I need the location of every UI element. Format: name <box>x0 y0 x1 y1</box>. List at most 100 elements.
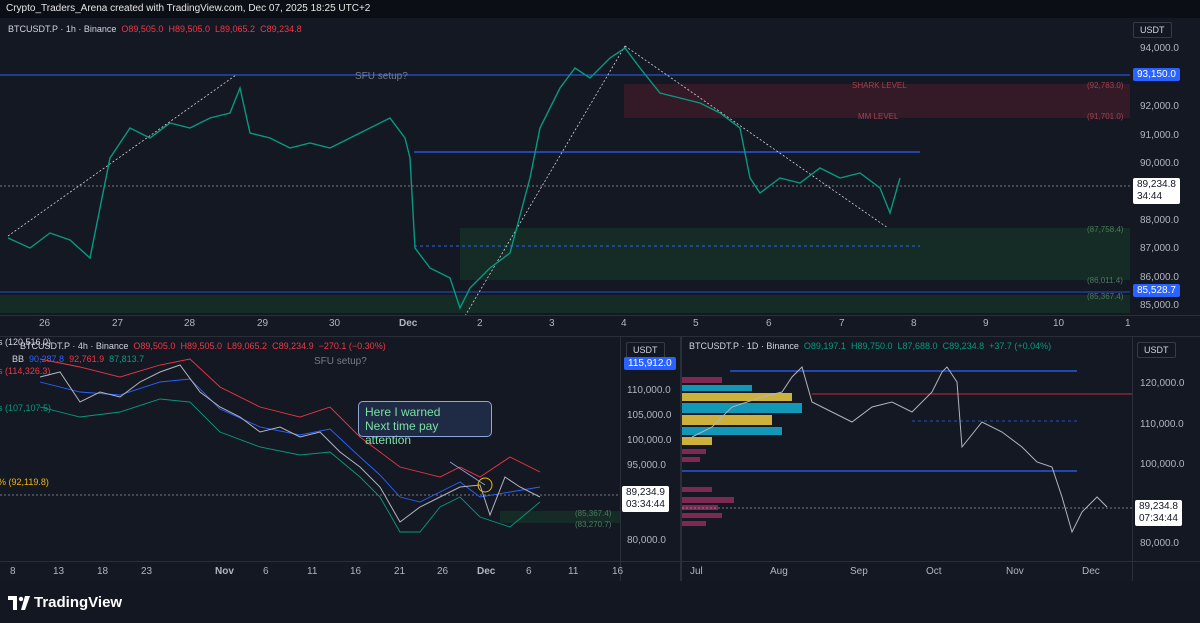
left-x-tick: 18 <box>97 566 109 577</box>
left-x-tick: 21 <box>394 566 406 577</box>
bb-legend: BB 90,287.8 92,761.9 87,813.7 <box>12 354 145 364</box>
left-badge-current: 89,234.9 03:34:44 <box>622 486 669 512</box>
level-label-87758: (87,758.4) <box>1087 225 1124 234</box>
left-label: s (120,516.0) <box>0 337 52 347</box>
right-price-tick: 100,000.0 <box>1140 459 1185 470</box>
top-price-tick: 88,000.0 <box>1140 215 1179 226</box>
left-chart-panel[interactable]: BTCUSDT.P · 4h · Binance O89,505.0 H89,5… <box>0 337 680 581</box>
left-price-path <box>39 364 541 523</box>
top-x-tick: 30 <box>329 318 341 329</box>
left-badge-top: 115,912.0 <box>624 357 676 370</box>
left-x-tick: 16 <box>350 566 362 577</box>
left-x-tick: 11 <box>568 566 579 577</box>
volume-profile <box>682 377 802 526</box>
top-x-tick: 4 <box>621 318 627 329</box>
tradingview-logo-text: TradingView <box>34 594 123 611</box>
level-label-91701: (91,701.0) <box>1087 112 1124 121</box>
left-sfu-annotation: SFU setup? <box>314 356 367 367</box>
top-price-tick: 90,000.0 <box>1140 158 1179 169</box>
lower-demand-zone <box>0 295 1130 313</box>
mm-level-label: MM LEVEL <box>858 112 899 121</box>
tradingview-logo[interactable]: TradingView <box>8 594 122 611</box>
left-label: s (107,107.5) <box>0 403 52 413</box>
left-chart-legend: BTCUSDT.P · 4h · Binance O89,505.0 H89,5… <box>20 341 386 351</box>
bb-upper <box>39 358 541 478</box>
left-x-tick: 13 <box>53 566 65 577</box>
right-chart-canvas[interactable] <box>682 337 1132 561</box>
right-x-tick: Aug <box>770 566 788 577</box>
left-x-tick: 11 <box>307 566 318 577</box>
vertical-separator <box>680 337 682 581</box>
demand-zone <box>460 228 1130 280</box>
left-x-tick: 16 <box>612 566 624 577</box>
bb-basis <box>39 378 541 503</box>
top-currency-badge[interactable]: USDT <box>1133 22 1172 38</box>
right-chart-panel[interactable]: BTCUSDT.P · 1D · Binance O89,197.1 H89,7… <box>682 337 1200 581</box>
top-sfu-annotation: SFU setup? <box>355 71 408 82</box>
level-label-92783: (92,783.0) <box>1087 81 1124 90</box>
left-price-tick: 80,000.0 <box>627 535 666 546</box>
tradingview-logo-icon <box>8 595 30 610</box>
trendline-3 <box>624 45 889 229</box>
left-price-tick: 110,000.0 <box>627 385 671 396</box>
left-demand-zone <box>500 511 620 523</box>
right-x-tick: Dec <box>1082 566 1100 577</box>
top-price-tick: 91,000.0 <box>1140 130 1179 141</box>
top-time-axis-border <box>0 315 1200 316</box>
left-x-tick: 8 <box>10 566 16 577</box>
attribution-text: Crypto_Traders_Arena created with Tradin… <box>6 3 371 14</box>
right-price-tick: 80,000.0 <box>1140 538 1179 549</box>
left-x-tick: 6 <box>526 566 532 577</box>
left-price-axis-border <box>620 337 621 581</box>
top-chart-canvas[interactable] <box>0 18 1130 316</box>
right-chart-legend: BTCUSDT.P · 1D · Binance O89,197.1 H89,7… <box>689 341 1052 351</box>
right-price-tick: 110,000.0 <box>1140 419 1184 430</box>
right-badge-current: 89,234.8 07:34:44 <box>1135 500 1182 526</box>
horizontal-separator <box>0 336 1200 337</box>
top-price-path <box>7 47 901 310</box>
top-price-tick: 85,000.0 <box>1140 300 1179 311</box>
top-chart-legend: BTCUSDT.P · 1h · Binance O89,505.0 H89,5… <box>8 24 302 34</box>
top-x-tick: 2 <box>477 318 483 329</box>
badge-85528: 85,528.7 <box>1133 284 1180 297</box>
callout-circle <box>477 477 493 493</box>
shark-zone <box>624 84 1130 118</box>
level-label-86011: (86,011.4) <box>1087 276 1123 285</box>
left-currency-badge[interactable]: USDT <box>626 342 665 358</box>
trendline-1 <box>7 74 237 237</box>
badge-93150: 93,150.0 <box>1133 68 1180 81</box>
top-x-tick: 9 <box>983 318 989 329</box>
right-price-axis-border <box>1132 337 1133 581</box>
left-x-tick: 26 <box>437 566 449 577</box>
left-price-tick: 105,000.0 <box>627 410 672 421</box>
top-x-tick: Dec <box>399 318 418 329</box>
left-price-tick: 100,000.0 <box>627 435 672 446</box>
top-price-tick: 86,000.0 <box>1140 272 1179 283</box>
right-x-tick: Jul <box>690 566 703 577</box>
badge-current-price: 89,234.8 34:44 <box>1133 178 1180 204</box>
top-x-tick: 10 <box>1053 318 1065 329</box>
right-currency-badge[interactable]: USDT <box>1137 342 1176 358</box>
right-price-path <box>691 366 1108 534</box>
top-x-tick: 27 <box>112 318 124 329</box>
top-x-tick: 6 <box>766 318 772 329</box>
top-price-tick: 92,000.0 <box>1140 101 1179 112</box>
attribution-bar: Crypto_Traders_Arena created with Tradin… <box>0 0 1200 18</box>
right-x-tick: Oct <box>926 566 942 577</box>
right-x-tick: Nov <box>1006 566 1024 577</box>
top-price-tick: 87,000.0 <box>1140 243 1179 254</box>
top-x-tick: 5 <box>693 318 699 329</box>
left-x-tick: Nov <box>215 566 234 577</box>
left-label: s (114,326.3) <box>0 366 51 376</box>
left-chart-canvas[interactable] <box>0 337 620 561</box>
level-label-85367: (85,367.4) <box>1087 292 1124 301</box>
left-level-label: (85,367.4) <box>575 509 612 518</box>
top-chart-panel[interactable]: BTCUSDT.P · 1h · Binance O89,505.0 H89,5… <box>0 18 1200 336</box>
right-x-tick: Sep <box>850 566 868 577</box>
top-x-tick: 29 <box>257 318 269 329</box>
top-x-tick: 3 <box>549 318 555 329</box>
top-x-tick: 1 <box>1125 318 1131 329</box>
left-x-tick: 23 <box>141 566 153 577</box>
callout-pointer <box>449 461 486 486</box>
left-price-tick: 95,000.0 <box>627 460 666 471</box>
